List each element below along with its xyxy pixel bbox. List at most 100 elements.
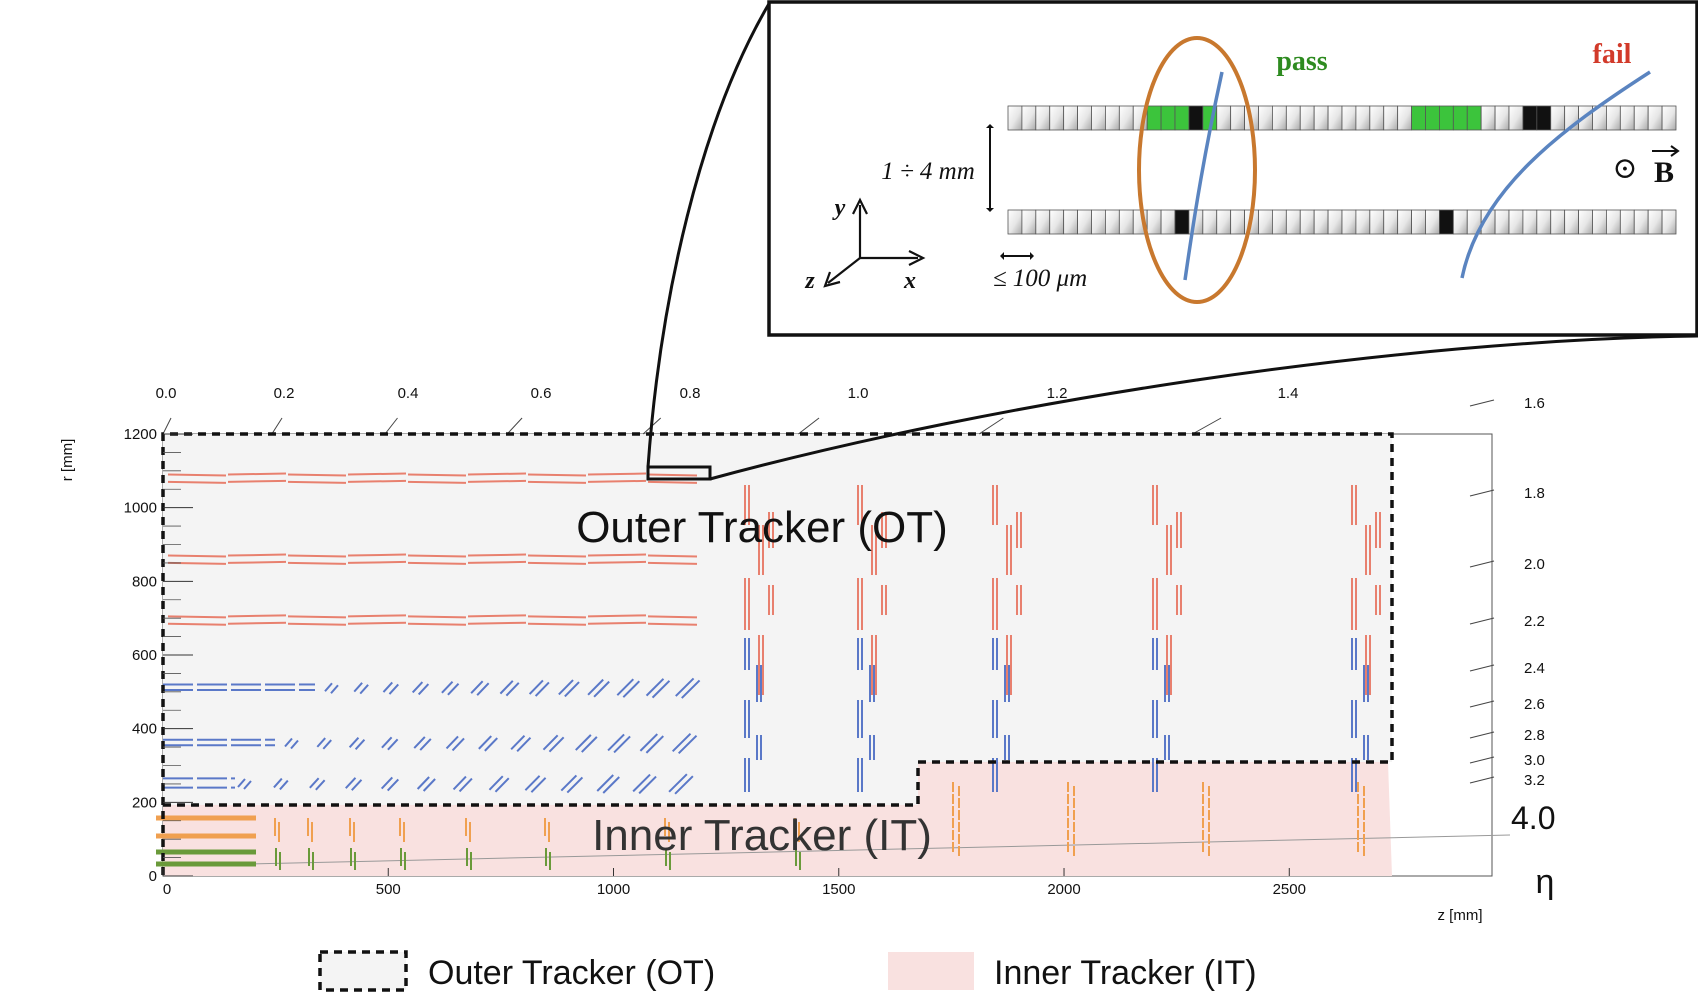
y-tick-label: 0 <box>149 868 157 885</box>
field-out-of-page-icon: ⊙ <box>1612 152 1637 185</box>
eta-label: 1.2 <box>1047 385 1068 402</box>
eta-label: 2.2 <box>1524 613 1545 630</box>
ps-tilted-module <box>524 775 541 791</box>
sensor-pixel <box>1105 209 1120 235</box>
ps-tilted-module <box>290 739 299 750</box>
eta-label: 1.8 <box>1524 485 1545 502</box>
sensor-pixel <box>1439 209 1454 235</box>
sensor-pixel <box>1522 105 1538 131</box>
eta-lines: 0.0 0.2 0.4 0.6 0.8 1.0 1.2 1.4 1.6 1.8 2.0 2.2 2.4 2… <box>156 385 1555 867</box>
top-sensor-strip <box>1007 105 1677 131</box>
sensor-pixel <box>1439 105 1454 131</box>
ps-tilted-module <box>452 775 467 791</box>
ps-tilted-module <box>622 680 641 698</box>
eta-line <box>271 417 283 435</box>
ps-tilted-module <box>528 679 544 695</box>
sensor-pixel <box>1077 209 1092 235</box>
eta-line <box>1469 776 1495 784</box>
ps-tilted-module <box>353 682 363 693</box>
sensor-pixel <box>1661 105 1677 131</box>
eta-line <box>162 417 172 435</box>
eta-line <box>1469 617 1495 625</box>
sensor-pixel <box>1202 209 1218 235</box>
sensor-pixel <box>1550 105 1566 131</box>
eta-label: 0.6 <box>531 385 552 402</box>
ss-barrel-module <box>407 554 467 558</box>
ss-barrel-module <box>647 615 698 619</box>
ps-tilted-module <box>476 682 490 696</box>
sensor-pixel <box>1355 105 1371 131</box>
x-tick-label: 1000 <box>597 881 630 898</box>
ps-tilted-module <box>613 735 631 754</box>
y-tick-label: 1200 <box>124 426 157 443</box>
sensor-pixel <box>1425 105 1440 131</box>
eta-line <box>1192 417 1222 435</box>
sensor-pixel <box>1160 209 1176 235</box>
coincidence-window-ellipse <box>1137 36 1257 304</box>
sensor-pixel <box>1216 105 1232 131</box>
ps-tilted-module <box>382 681 393 693</box>
ps-tilted-module <box>602 776 620 794</box>
ss-barrel-module <box>407 622 467 626</box>
sensor-pixel <box>1619 105 1635 131</box>
x-tick-label: 1500 <box>822 881 855 898</box>
ss-barrel-module <box>647 480 698 484</box>
ps-tilted-module <box>315 779 326 791</box>
ps-tilted-module <box>411 681 424 694</box>
eta-label: 0.8 <box>680 385 701 402</box>
ps-tilted-module <box>505 682 520 697</box>
x-tick-label: 0 <box>163 881 171 898</box>
ps-tilted-module <box>478 735 492 750</box>
ss-barrel-module <box>227 472 287 476</box>
ps-tilted-module <box>345 777 357 789</box>
eta-line <box>506 417 523 435</box>
sensor-pixel <box>1035 105 1051 131</box>
ss-barrel-module <box>527 554 587 558</box>
sensor-pixel <box>1383 105 1399 131</box>
sensor-pixel <box>1063 105 1078 131</box>
eta-label: 2.6 <box>1524 696 1545 713</box>
magnetic-field-label: B <box>1654 156 1674 189</box>
x-tick-label: 2000 <box>1047 881 1080 898</box>
ss-barrel-module <box>527 561 587 565</box>
ps-tilted-module <box>316 737 326 748</box>
ps-tilted-module <box>494 777 510 793</box>
ss-barrel-module <box>647 561 698 565</box>
ps-tilted-module <box>354 739 366 750</box>
ss-barrel-module <box>587 614 647 618</box>
ps-tilted-module <box>530 777 547 793</box>
ss-barrel-module <box>587 621 647 625</box>
ps-tilted-module <box>616 678 635 696</box>
sensor-pixel <box>1258 209 1273 235</box>
ps-tilted-module <box>607 733 625 752</box>
sensor-pixel <box>1341 209 1357 235</box>
eta-line <box>1469 756 1495 764</box>
sensor-pixel <box>1633 209 1649 235</box>
y-tick-label: 600 <box>132 647 157 664</box>
inner-tracker-region <box>163 762 1392 876</box>
ps-tilted-module <box>445 735 459 750</box>
ss-barrel-module <box>527 480 587 484</box>
sensor-pixel <box>1564 209 1579 235</box>
ps-tilted-module <box>322 739 332 750</box>
axis-z-label: z <box>804 268 815 294</box>
sensor-pixel <box>1619 209 1635 235</box>
sensor-pixel <box>1578 209 1593 235</box>
ss-barrel-module <box>227 614 287 618</box>
legend-it-swatch <box>888 952 974 990</box>
sensor-pixel <box>1647 105 1663 131</box>
ps-tilted-module <box>417 683 430 696</box>
sensor-pixel <box>1313 105 1329 131</box>
ps-tilted-module <box>677 734 698 754</box>
ss-barrel-module <box>167 554 227 558</box>
ss-barrel-module <box>407 480 467 484</box>
ps-tilted-module <box>279 779 289 791</box>
sensor-pixel <box>1230 209 1245 235</box>
ss-barrel-module <box>647 554 698 558</box>
ss-barrel-module <box>167 473 227 477</box>
ps-tilted-module <box>548 736 565 753</box>
sensor-pixel <box>1118 209 1134 235</box>
sensor-pixel <box>1230 105 1245 131</box>
ps-tilted-module <box>458 777 473 793</box>
ss-barrel-module <box>527 615 587 619</box>
